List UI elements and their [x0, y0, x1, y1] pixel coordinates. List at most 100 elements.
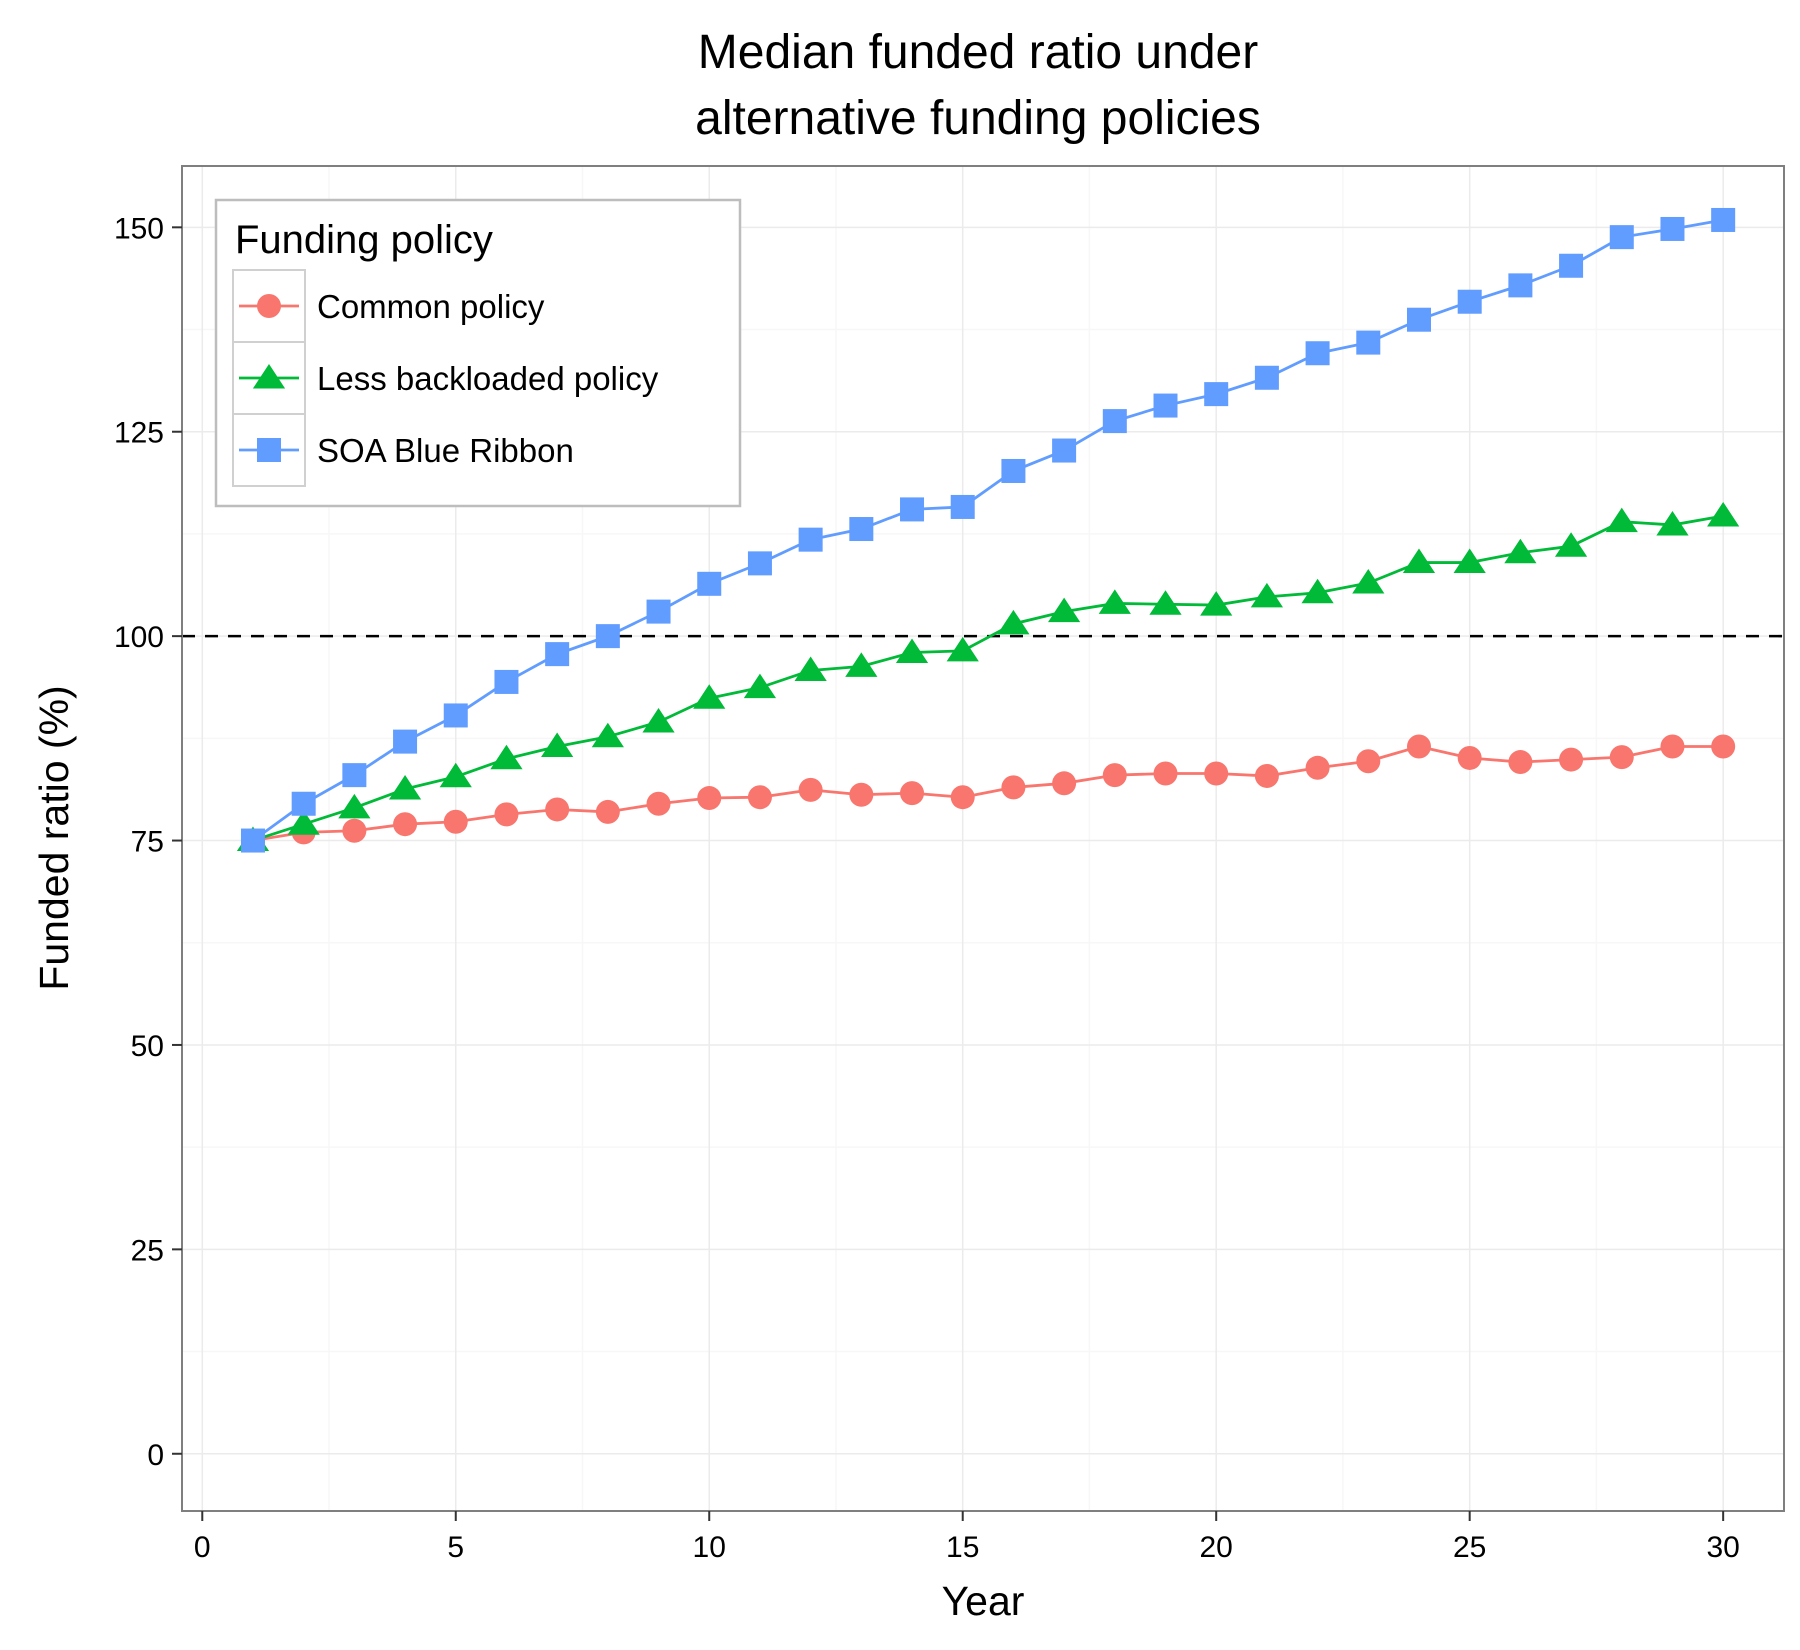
data-point-circle [1508, 750, 1533, 775]
data-point-circle [697, 786, 722, 811]
data-point-square [1305, 341, 1330, 366]
data-point-triangle [439, 762, 472, 788]
data-point-triangle [642, 707, 675, 733]
data-point-circle [1153, 761, 1178, 786]
data-point-triangle [1554, 532, 1588, 557]
data-point-triangle [1707, 501, 1740, 527]
y-tick-label: 50 [131, 1030, 164, 1063]
data-point-triangle [1250, 582, 1283, 608]
data-point-square [1001, 458, 1026, 483]
x-tick-label: 5 [447, 1531, 464, 1564]
data-point-square [646, 599, 671, 624]
data-point-square [697, 571, 722, 596]
data-point-circle [1254, 763, 1279, 788]
x-tick-label: 10 [693, 1531, 726, 1564]
data-point-square [1609, 225, 1634, 250]
y-tick-label: 25 [131, 1234, 164, 1267]
series-markers [236, 207, 1740, 853]
data-point-triangle [946, 636, 979, 662]
legend-key-triangle [252, 364, 286, 389]
data-point-square [494, 669, 519, 694]
data-point-square [545, 642, 570, 667]
data-point-circle [545, 797, 570, 822]
data-point-triangle [1402, 548, 1436, 574]
data-point-circle [1204, 761, 1229, 786]
data-point-square [849, 517, 874, 542]
data-point-triangle [1149, 590, 1182, 615]
data-point-circle [1609, 745, 1634, 770]
data-point-square [900, 497, 925, 522]
data-point-circle [1559, 747, 1584, 772]
data-point-triangle [1605, 507, 1638, 533]
y-axis-title: Funded ratio (%) [31, 685, 77, 990]
legend-key-square [257, 438, 281, 462]
data-point-triangle [1504, 538, 1537, 564]
data-point-square [1711, 207, 1736, 232]
data-point-circle [342, 818, 367, 843]
data-point-triangle [743, 673, 777, 699]
data-point-square [1102, 409, 1127, 434]
data-point-square [1508, 273, 1533, 298]
data-point-triangle [541, 732, 574, 758]
chart-title-line-1: Median funded ratio under [698, 26, 1258, 79]
data-point-triangle [338, 793, 371, 819]
y-tick-label: 100 [114, 621, 164, 654]
legend-entries: Common policy Less backloaded policy SOA B… [232, 269, 659, 487]
x-tick-label: 30 [1706, 1531, 1739, 1564]
data-point-square [291, 791, 316, 816]
data-point-triangle [895, 638, 929, 663]
data-point-square [240, 828, 265, 853]
data-point-square [1052, 438, 1077, 463]
grid-major [182, 166, 1784, 1511]
chart-title-line-2: alternative funding policies [695, 92, 1261, 145]
data-point-circle [1356, 749, 1381, 774]
data-point-square [1204, 382, 1229, 407]
data-point-circle [900, 781, 925, 806]
data-point-triangle [1048, 597, 1081, 623]
data-point-triangle [794, 656, 827, 681]
data-point-square [342, 763, 367, 788]
data-point-triangle [1301, 578, 1334, 604]
data-point-triangle [1200, 591, 1233, 616]
x-tick-label: 25 [1453, 1531, 1486, 1564]
data-point-square [595, 624, 620, 649]
data-point-triangle [997, 609, 1030, 635]
y-tick-label: 150 [114, 212, 164, 245]
data-point-triangle [490, 744, 523, 770]
data-point-circle [1305, 755, 1330, 780]
data-point-circle [1406, 734, 1431, 759]
data-point-square [443, 703, 468, 728]
data-point-square [1153, 393, 1178, 418]
y-tick-label: 75 [131, 826, 164, 859]
data-point-circle [443, 809, 468, 834]
data-point-circle [646, 791, 671, 816]
x-tick-label: 15 [946, 1531, 979, 1564]
data-point-square [1660, 216, 1685, 241]
data-point-square [1254, 365, 1279, 390]
grid-minor [182, 166, 1784, 1511]
legend-label: SOA Blue Ribbon [317, 432, 574, 469]
legend-title: Funding policy [235, 218, 493, 262]
data-point-circle [1457, 745, 1482, 770]
data-point-circle [849, 782, 874, 807]
y-axis-ticks: 0 25 50 75 100 125 150 [114, 212, 182, 1472]
data-point-circle [747, 785, 772, 810]
data-point-square [1559, 253, 1584, 278]
data-point-square [798, 527, 823, 552]
data-point-circle [595, 799, 620, 824]
data-point-circle [950, 785, 975, 810]
data-point-circle [1711, 734, 1736, 759]
data-point-triangle [1352, 568, 1385, 594]
data-point-triangle [591, 722, 624, 748]
data-point-circle [494, 802, 519, 827]
data-point-circle [798, 777, 823, 802]
data-point-triangle [1453, 548, 1486, 574]
data-point-circle [1001, 775, 1026, 800]
x-axis-ticks: 0 5 10 15 20 25 30 [194, 1511, 1740, 1564]
legend: Funding policy Common policy Less backloa… [214, 198, 742, 508]
data-point-circle [1052, 771, 1077, 796]
data-point-triangle [1098, 589, 1131, 614]
data-point-circle [1660, 734, 1685, 759]
data-point-triangle [845, 652, 878, 677]
